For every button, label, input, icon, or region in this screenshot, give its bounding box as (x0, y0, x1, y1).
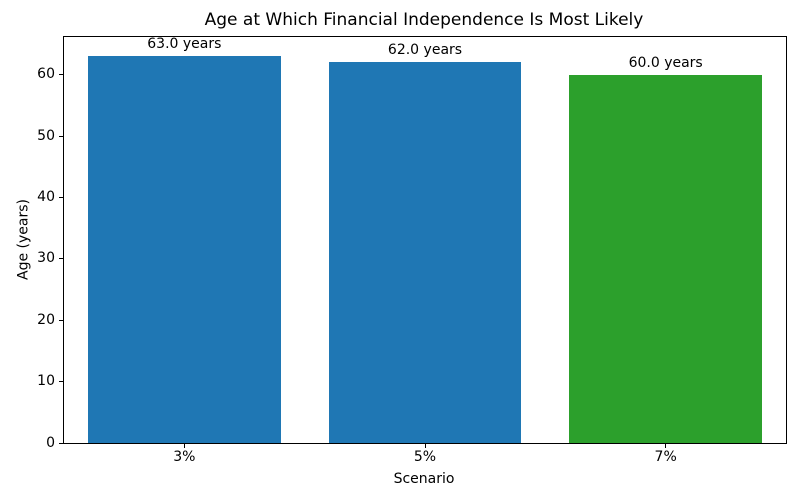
x-tick-label: 5% (413, 449, 437, 465)
bar-value-label: 60.0 years (628, 54, 703, 71)
y-tick-label: 10 (37, 373, 55, 390)
bar (328, 62, 522, 443)
bar (88, 56, 281, 443)
chart-title: Age at Which Financial Independence Is M… (204, 10, 644, 30)
x-tick-label: 7% (654, 449, 677, 465)
y-tick (59, 442, 63, 444)
y-axis-label: Age (years) (15, 199, 32, 280)
y-tick (59, 74, 63, 76)
y-tick (59, 319, 63, 321)
y-tick-label: 30 (37, 250, 55, 267)
y-tick-label: 40 (37, 188, 55, 205)
x-tick (665, 444, 667, 448)
y-tick (59, 135, 63, 137)
y-tick-label: 20 (37, 311, 55, 328)
x-tick (424, 444, 426, 448)
y-tick-label: 50 (37, 127, 55, 144)
y-tick-label: 60 (37, 66, 55, 83)
x-tick (183, 444, 185, 448)
x-axis-label: Scenario (393, 471, 455, 487)
y-tick (59, 196, 63, 198)
plot-area: 0 10 20 30 40 50 60 63.0 years 3% 62.0 years 5% 60.… (37, 36, 787, 465)
bar-value-label: 62.0 years (387, 42, 463, 59)
bar-value-label: 63.0 years (147, 36, 222, 53)
y-tick (59, 258, 63, 260)
bar (569, 74, 762, 443)
y-tick (59, 381, 63, 383)
y-tick-label: 0 (46, 434, 55, 451)
x-tick-label: 3% (173, 449, 196, 465)
